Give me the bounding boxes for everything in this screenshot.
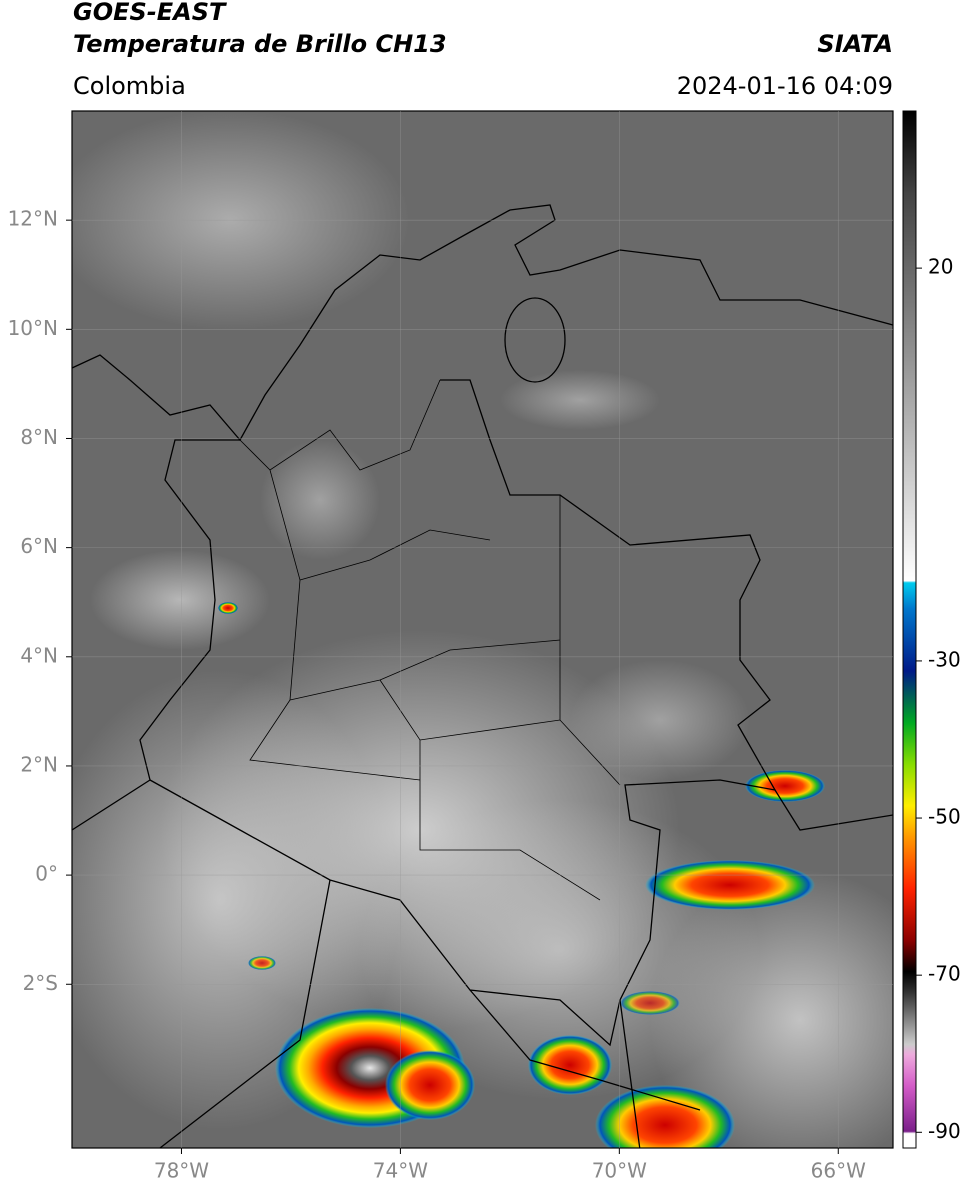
y-tick-label: 6°N bbox=[20, 534, 58, 558]
colorbar-tick-label: -70 bbox=[928, 962, 961, 986]
x-tick-label: 78°W bbox=[154, 1159, 209, 1183]
y-tick-label: 2°S bbox=[23, 971, 58, 995]
datetime: 2024-01-16 04:09 bbox=[677, 72, 893, 100]
y-tick-label: 8°N bbox=[20, 425, 58, 449]
source: SIATA bbox=[817, 30, 893, 58]
y-tick-label: 2°N bbox=[20, 752, 58, 776]
x-tick-label: 70°W bbox=[592, 1159, 647, 1183]
y-tick-label: 12°N bbox=[8, 207, 58, 231]
colorbar bbox=[902, 110, 917, 1149]
y-tick-label: 10°N bbox=[8, 316, 58, 340]
subtitle: Temperatura de Brillo CH13 bbox=[73, 30, 447, 58]
colorbar-tick-label: -50 bbox=[928, 805, 961, 829]
colorbar-tick-label: -30 bbox=[928, 647, 961, 671]
x-tick-label: 74°W bbox=[373, 1159, 428, 1183]
title: GOES-EAST bbox=[73, 0, 227, 26]
x-tick-label: 66°W bbox=[811, 1159, 866, 1183]
region: Colombia bbox=[73, 72, 186, 100]
y-tick-label: 4°N bbox=[20, 643, 58, 667]
colorbar-tick-label: -90 bbox=[928, 1119, 961, 1143]
y-tick-label: 0° bbox=[35, 862, 58, 886]
satellite-image bbox=[72, 111, 893, 1148]
map-frame bbox=[71, 110, 894, 1149]
colorbar-tick-label: 20 bbox=[928, 255, 953, 279]
